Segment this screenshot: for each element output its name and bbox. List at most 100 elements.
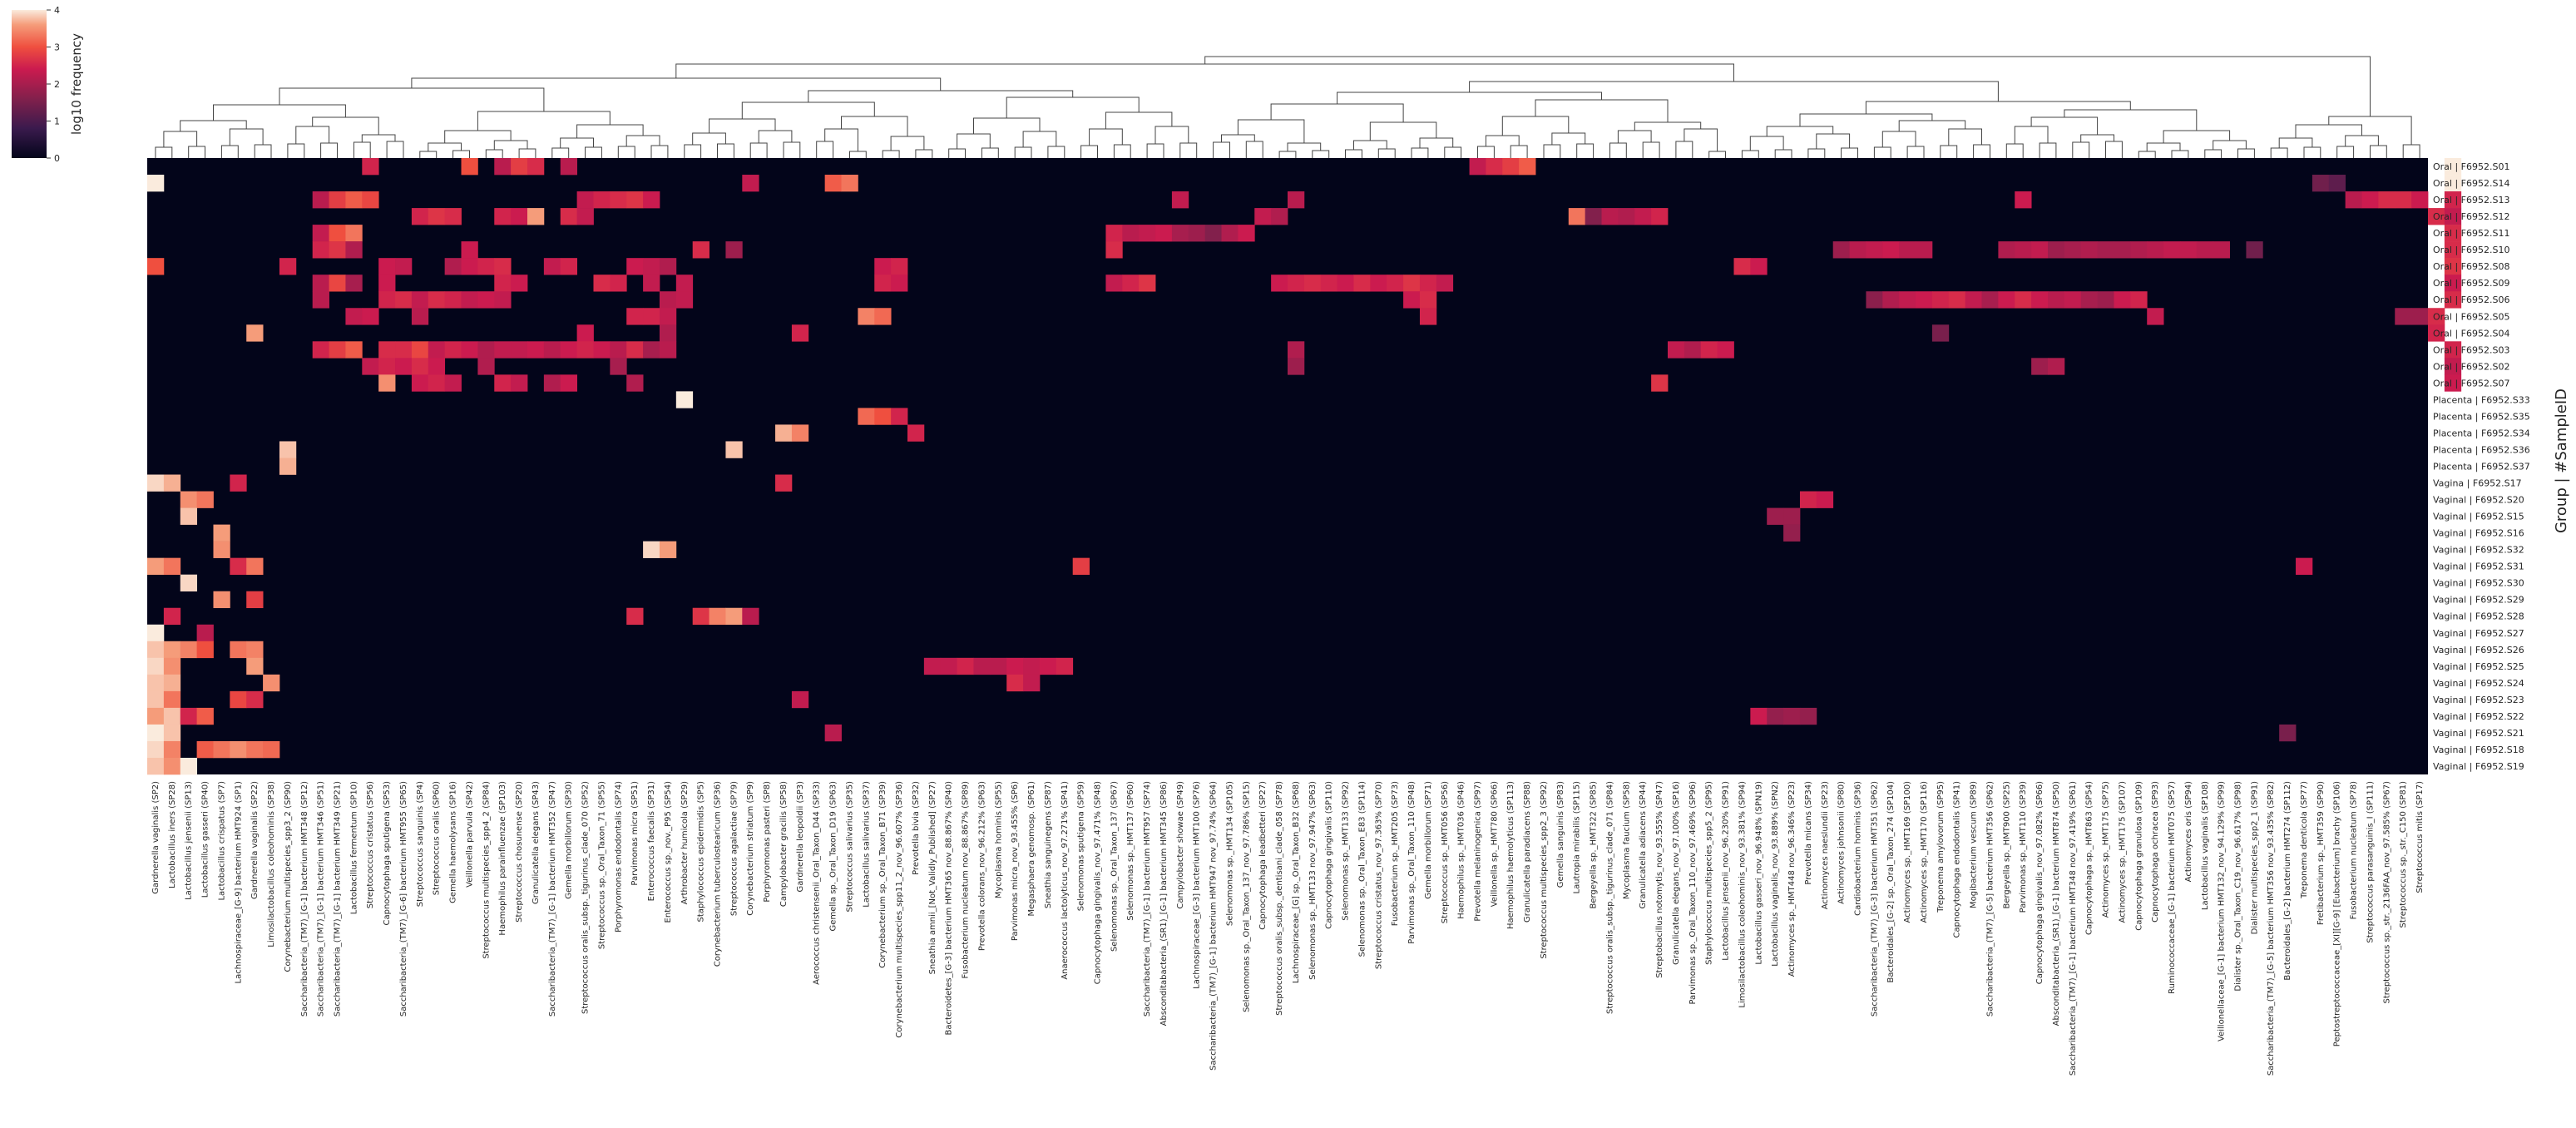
heatmap-cell	[957, 657, 974, 675]
column-label: Dialister sp._Oral_Taxon_C19_nov_96.617%…	[2234, 781, 2243, 992]
heatmap-cell	[461, 258, 478, 275]
column-label: Sneathia amnii_[Not_Validly_Published] (…	[928, 781, 937, 975]
dendrogram-link	[981, 147, 999, 158]
heatmap-cell	[626, 258, 644, 275]
column-label: Mogibacterium vescum (SP89)	[1970, 781, 1979, 908]
heatmap-cell	[2147, 241, 2164, 259]
dendrogram-link	[1807, 148, 1826, 158]
heatmap-cell	[180, 641, 198, 659]
column-label: Treponema amylovorum (SP95)	[1936, 781, 1946, 913]
heatmap-cell	[163, 657, 181, 675]
dendrogram-link	[279, 87, 545, 111]
column-label: Lautropia mirabilis (SP115)	[1573, 781, 1582, 894]
heatmap-cell	[411, 208, 429, 225]
heatmap-cell	[345, 191, 363, 209]
dendrogram-link	[625, 135, 660, 146]
dendrogram-link	[585, 146, 602, 158]
heatmap-cell	[2048, 291, 2065, 309]
row-label: Placenta | F6952.S34	[2433, 428, 2530, 438]
heatmap-cell	[1254, 208, 1272, 225]
dendrogram-link	[163, 131, 198, 147]
column-label: Lactobacillus gasseri (SP40)	[201, 781, 210, 898]
column-label: Streptococcus mitis (SP17)	[2415, 781, 2425, 893]
column-label: Fusobacterium sp._HMT205 (SP73)	[1391, 781, 1400, 926]
heatmap-cell	[345, 341, 363, 359]
row-label: Oral | F6952.S09	[2433, 278, 2509, 289]
column-label: Streptococcus oralis (SP60)	[433, 781, 442, 895]
column-label: Selenomonas sp._Oral_Taxon_E83 (SP114)	[1357, 781, 1367, 957]
heatmap-cell	[725, 441, 743, 458]
heatmap-cell	[230, 557, 247, 575]
heatmap-cell	[1122, 275, 1140, 292]
heatmap-cell	[659, 541, 677, 558]
heatmap-cell	[1403, 275, 1421, 292]
dendrogram-link	[2370, 145, 2387, 158]
column-label: Granulicatella elegans (SP43)	[532, 781, 541, 904]
heatmap-cell	[1651, 208, 1669, 225]
dendrogram-link	[824, 128, 858, 151]
heatmap-cell	[147, 740, 165, 759]
heatmap-cell	[643, 191, 660, 209]
heatmap-cell	[511, 208, 528, 225]
heatmap-cell	[1634, 208, 1652, 225]
column-label: Selenomonas sputigena (SP59)	[1077, 781, 1086, 911]
heatmap-cell	[643, 341, 660, 359]
heatmap-cell	[147, 724, 165, 742]
dendrogram-link	[485, 149, 503, 158]
heatmap-cell	[2114, 291, 2131, 309]
heatmap-cell	[428, 374, 446, 392]
heatmap-cell	[246, 641, 264, 659]
heatmap-cell	[246, 740, 264, 759]
heatmap-cell	[1767, 707, 1784, 725]
heatmap-cell	[378, 358, 396, 375]
heatmap-cell	[428, 341, 446, 359]
column-label: Bergeyella sp._HMT322 (SP85)	[1590, 781, 1599, 909]
heatmap-cell	[362, 358, 379, 375]
heatmap-cell	[1221, 225, 1239, 242]
column-label: Prevotella colorans_nov_96.212% (SP63)	[977, 781, 986, 951]
heatmap-cell	[2031, 358, 2049, 375]
dendrogram-link	[816, 141, 834, 158]
column-label: Streptococcus multispecies_spp2_3 (SP92)	[1540, 781, 1549, 959]
row-label: Oral | F6952.S01	[2433, 161, 2509, 172]
column-label: Haemophilus sp._HMT036 (SP46)	[1457, 781, 1466, 919]
heatmap-cell	[1931, 291, 1950, 309]
heatmap-cell	[329, 241, 346, 259]
heatmap-cell	[791, 324, 809, 342]
heatmap-cell	[2428, 308, 2445, 325]
column-label: Prevotella micans (SP34)	[1804, 781, 1813, 885]
column-label: Staphylococcus epidermidis (SP5)	[697, 781, 706, 923]
row-label: Vaginal | F6952.S16	[2433, 528, 2524, 539]
column-label: Streptococcus chosunense (SP20)	[515, 781, 524, 923]
dendrogram-link	[1179, 142, 1198, 158]
heatmap-cell	[1436, 275, 1454, 292]
column-label: Streptococcus sp._str._C150 (SP81)	[2399, 781, 2408, 928]
heatmap-cell	[2015, 191, 2032, 209]
row-label: Vaginal | F6952.S32	[2433, 545, 2524, 556]
dendrogram-link	[915, 149, 933, 158]
heatmap-cell	[643, 275, 660, 292]
heatmap-cell	[1783, 507, 1801, 525]
heatmap-cell	[147, 474, 165, 492]
heatmap-cell	[1271, 208, 1288, 225]
column-label: Lactobacillus gasseri_nov_96.948% (SPN19…	[1754, 781, 1763, 965]
column-label: Bergeyella sp._HMT900 (SP25)	[2002, 781, 2011, 909]
column-label: Gardnerella leopoldii (SP3)	[796, 781, 805, 893]
heatmap-cell	[329, 341, 346, 359]
column-label: Lactobacillus iners (SP28)	[168, 781, 177, 888]
heatmap-cell	[511, 158, 528, 176]
heatmap-cell	[196, 624, 214, 642]
heatmap-cell	[494, 208, 512, 225]
heatmap-cell	[560, 158, 578, 176]
dendrogram-link	[1345, 149, 1362, 158]
column-label: Campylobacter showae (SP49)	[1176, 781, 1185, 909]
heatmap-cell	[2279, 724, 2297, 742]
row-label: Oral | F6952.S05	[2433, 311, 2509, 322]
heatmap-cell	[428, 291, 446, 309]
dendrogram-link	[2138, 151, 2156, 158]
column-label: Streptococcus sp._str._2136FAA_nov_97.58…	[2382, 781, 2391, 1004]
heatmap-cell	[2361, 191, 2379, 209]
dendrogram-link	[1312, 150, 1330, 158]
heatmap-cell	[1651, 374, 1669, 392]
